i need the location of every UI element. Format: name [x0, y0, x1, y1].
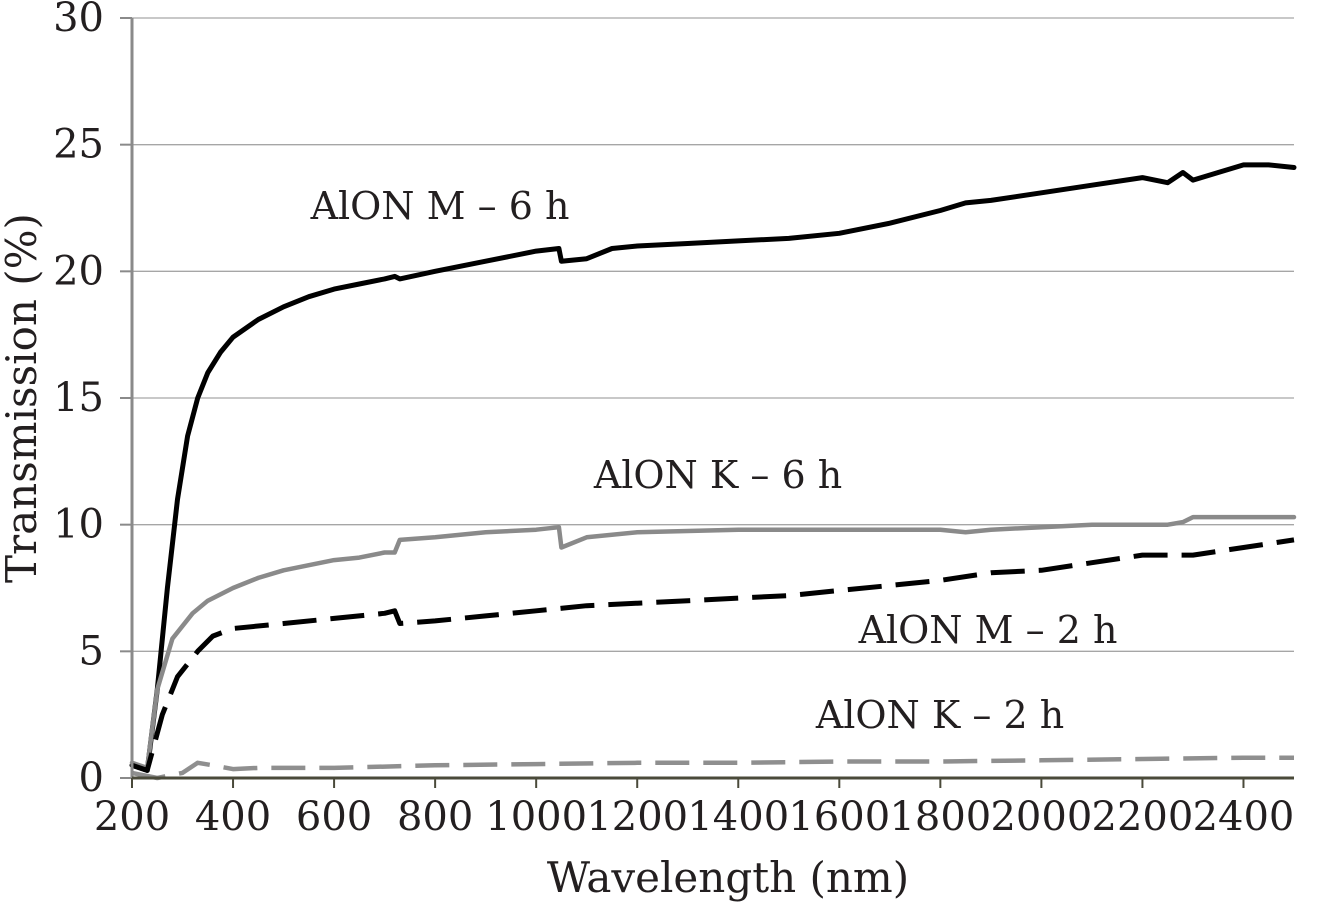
- x-tick-label: 200: [94, 794, 170, 840]
- series-line-3: [131, 537, 1295, 773]
- x-tick-label: 2200: [1092, 794, 1194, 840]
- y-tick-label: 5: [79, 628, 104, 674]
- series-line-2: [129, 514, 1297, 771]
- y-tick-label: 25: [53, 122, 104, 168]
- x-tick-label: 600: [296, 794, 372, 840]
- series-line-4: [131, 755, 1294, 781]
- x-tick-label: 800: [397, 794, 473, 840]
- tick-labels: 0 5 10 15 20 25 30 200 400 600 800 1000 1200 1400 1600…: [53, 0, 1294, 840]
- x-tick-label: 400: [195, 794, 271, 840]
- series-label-4: AlON K – 2 h: [815, 693, 1064, 737]
- x-tick-label: 1600: [788, 794, 890, 840]
- series-labels: AlON M – 6 h AlON K – 6 h AlON M – 2 h AlON…: [310, 184, 1118, 737]
- x-tick-label: 1000: [485, 794, 587, 840]
- axes: [120, 17, 1294, 788]
- y-tick-label: 10: [53, 502, 104, 548]
- x-axis-title: Wavelength (nm): [547, 853, 909, 902]
- series-lines: [129, 162, 1297, 781]
- series-label-3: AlON M – 2 h: [858, 608, 1118, 652]
- series-label-1: AlON M – 6 h: [310, 184, 570, 228]
- series-label-2: AlON K – 6 h: [593, 453, 842, 497]
- gridlines: [132, 17, 1294, 652]
- y-tick-label: 20: [53, 248, 104, 294]
- x-tick-label: 2000: [990, 794, 1092, 840]
- y-tick-label: 15: [53, 375, 104, 421]
- y-tick-label: 0: [79, 755, 104, 801]
- x-tick-label: 2400: [1193, 794, 1295, 840]
- x-tick-label: 1200: [586, 794, 688, 840]
- series-line-1: [129, 162, 1297, 773]
- y-tick-label: 30: [53, 0, 104, 41]
- y-axis-title: Transmission (%): [0, 213, 46, 583]
- x-tick-label: 1400: [687, 794, 789, 840]
- x-tick-label: 1800: [889, 794, 991, 840]
